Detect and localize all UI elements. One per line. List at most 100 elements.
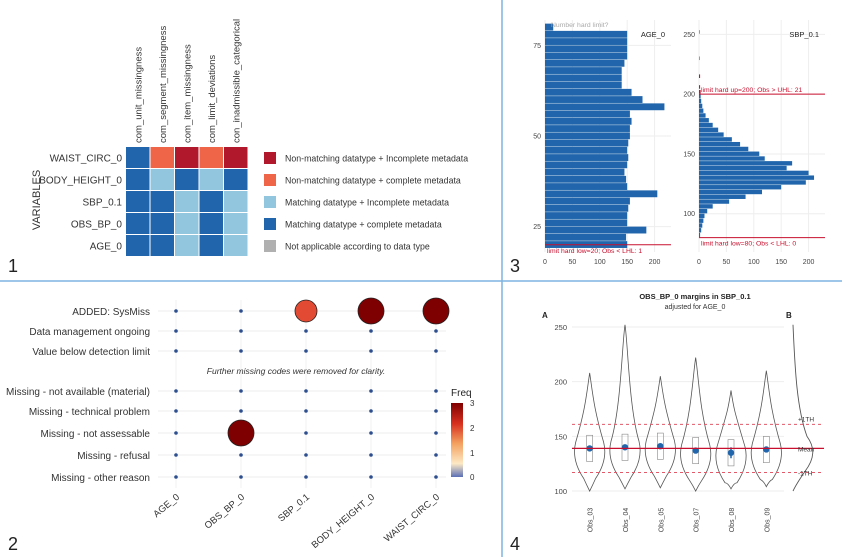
y-category-label: Missing - technical problem	[29, 407, 150, 418]
histogram-bar	[545, 38, 628, 45]
empty-dot	[174, 329, 178, 333]
freq-legend: Freq 3 2 1 0	[451, 388, 475, 482]
legend-label: Non-matching datatype + Incomplete metad…	[285, 154, 468, 164]
violin-plot-area: 250 200 150 100 Obs_03 Obs_04 Obs_05 Obs_07 Obs_…	[554, 323, 824, 532]
y-tick-label: 100	[683, 211, 695, 218]
freq-legend-tick: 1	[470, 449, 475, 458]
legend-label: Matching datatype + Incomplete metadata	[285, 198, 449, 208]
y-category-label: Missing - refusal	[77, 451, 150, 462]
y-category-label: Data management ongoing	[29, 327, 150, 338]
histogram-bar	[699, 185, 782, 190]
heatmap-cell	[150, 213, 174, 234]
violin-shape	[750, 370, 782, 488]
histogram-bar	[545, 125, 630, 132]
legend-label: Non-matching datatype + complete metadat…	[285, 176, 461, 186]
histogram-bar	[699, 232, 701, 238]
histogram-bar	[699, 151, 760, 156]
y-tick-label: 150	[683, 151, 695, 158]
dot-markers	[174, 297, 450, 479]
legend-swatch	[264, 196, 276, 208]
histogram-bar	[545, 226, 647, 234]
heatmap-cell	[175, 213, 199, 234]
histogram-bar	[545, 132, 630, 140]
removed-codes-note: Further missing codes were removed for c…	[207, 366, 385, 376]
empty-dot	[434, 453, 438, 457]
empty-dot	[304, 453, 308, 457]
empty-dot	[239, 453, 243, 457]
panel-number-1: 1	[8, 256, 18, 276]
freq-legend-ticks: 3 2 1 0	[470, 399, 475, 482]
plus-th-label: +1TH	[798, 416, 814, 423]
x-tick-label: 200	[649, 259, 661, 266]
histogram-bar	[699, 98, 702, 104]
histogram-bar	[545, 110, 630, 118]
empty-dot	[304, 329, 308, 333]
x-tick-label: 100	[748, 259, 760, 266]
outlier-bar	[699, 56, 700, 61]
heatmap-cell	[224, 191, 248, 212]
histogram-bar	[699, 113, 706, 118]
histogram-bar	[545, 168, 625, 176]
legend-label: Not applicable according to data type	[285, 242, 430, 252]
empty-dot	[434, 389, 438, 393]
panel-number-2: 2	[8, 534, 18, 554]
histogram-bar	[545, 175, 627, 183]
violin-shape	[680, 357, 712, 492]
empty-dot	[369, 431, 373, 435]
empty-dot	[174, 453, 178, 457]
mean-point	[763, 446, 770, 453]
x-tick-label: 150	[621, 259, 633, 266]
histogram-bar	[699, 161, 793, 166]
empty-dot	[174, 431, 178, 435]
histogram-bar	[545, 74, 622, 82]
empty-dot	[434, 475, 438, 479]
histogram-bar	[699, 204, 713, 209]
histogram-bar	[699, 127, 719, 133]
empty-dot	[369, 389, 373, 393]
empty-dot	[369, 475, 373, 479]
heatmap-y-axis-label: VARIABLES	[31, 170, 43, 230]
freq-legend-tick: 0	[470, 473, 475, 482]
heatmap-cell	[199, 191, 223, 212]
histogram-bar	[545, 204, 629, 212]
empty-dot	[304, 475, 308, 479]
violin-shape	[609, 324, 641, 490]
histogram-bar	[699, 141, 741, 147]
y-tick-label: 25	[533, 224, 541, 231]
y-tick-label: 50	[533, 134, 541, 141]
heatmap-cell	[224, 169, 248, 190]
freq-dot	[294, 299, 318, 323]
empty-dot	[434, 349, 438, 353]
legend-label: Matching datatype + complete metadata	[285, 220, 442, 230]
empty-dot	[304, 389, 308, 393]
heatmap-column-label: con_inadmissible_categorical	[231, 19, 242, 143]
heatmap-cell	[224, 147, 248, 168]
mean-label: Mean	[798, 446, 815, 453]
heatmap-cell	[126, 191, 150, 212]
histogram-bar	[699, 170, 809, 176]
panel-number-3: 3	[510, 256, 520, 276]
legend-swatch	[264, 174, 276, 186]
empty-dot	[239, 475, 243, 479]
heatmap-column-label: com_item_missingness	[182, 44, 193, 143]
x-category-label: Obs_03	[588, 508, 595, 533]
margins-panel: OBS_BP_0 margins in SBP_0.1 adjusted for…	[542, 292, 824, 532]
histogram-bar	[545, 30, 628, 38]
histogram-bar	[545, 59, 625, 67]
y-tick-label: 75	[533, 43, 541, 50]
heatmap-cell	[199, 147, 223, 168]
freq-dot	[357, 297, 385, 325]
histogram-bar	[699, 213, 705, 219]
empty-dot	[174, 309, 178, 313]
heatmap-row-label: BODY_HEIGHT_0	[39, 176, 122, 187]
empty-dot	[239, 309, 243, 313]
empty-dot	[369, 453, 373, 457]
empty-dot	[174, 475, 178, 479]
histogram-bar	[699, 108, 704, 113]
heatmap-cell	[126, 147, 150, 168]
dot-grid-lines	[158, 300, 446, 488]
freq-legend-title: Freq	[451, 388, 472, 399]
empty-dot	[369, 329, 373, 333]
limit-label: limit hard up=200; Obs > UHL: 21	[701, 87, 802, 94]
histogram-bar	[699, 137, 732, 142]
